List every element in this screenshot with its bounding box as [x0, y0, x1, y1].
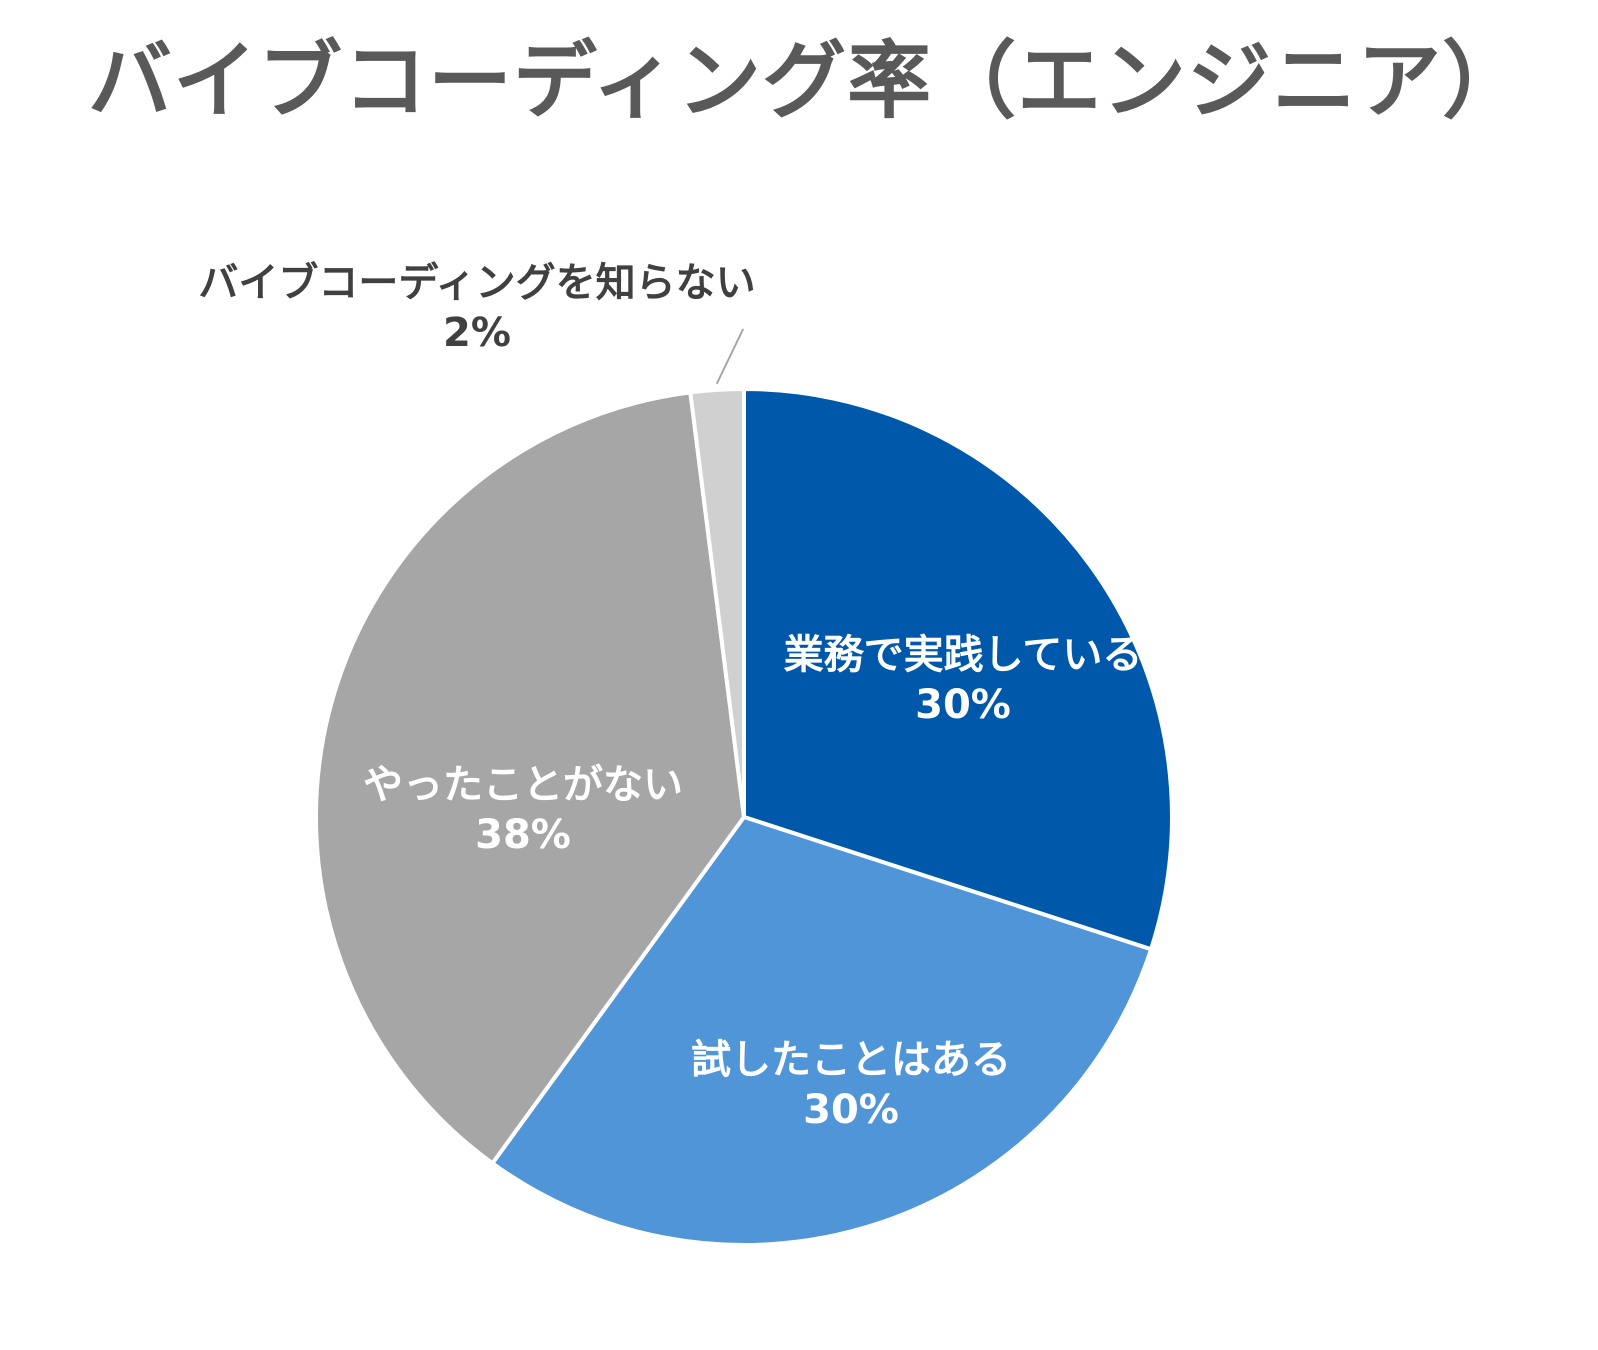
slice-value-4: 2% [443, 310, 511, 356]
slice-value-1: 30% [915, 682, 1011, 728]
slice-value-2: 30% [803, 1087, 899, 1133]
slice-label-4: バイブコーディングを知らない [198, 260, 755, 306]
pie-slice-4 [688, 386, 746, 819]
leader-line [715, 328, 745, 385]
chart-title: バイブコーディング率（エンジニア） [88, 32, 1528, 130]
slice-label-3: やったことがない [363, 762, 683, 808]
pie-slice-3 [314, 390, 746, 1166]
pie-slice-2 [490, 815, 1154, 1247]
slice-value-3: 38% [475, 812, 571, 858]
slice-label-2: 試したことはある [691, 1037, 1011, 1083]
slice-label-1: 業務で実践している [784, 632, 1143, 678]
pie-slice-1 [742, 387, 1174, 952]
